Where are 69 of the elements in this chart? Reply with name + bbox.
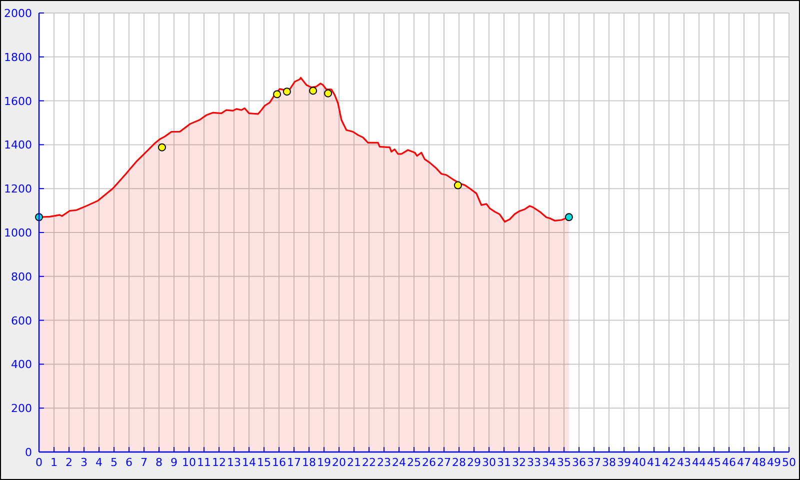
- y-tick-label: 1000: [4, 226, 32, 240]
- x-tick-label: 23: [377, 456, 391, 469]
- y-tick-label: 800: [11, 270, 32, 284]
- point: [309, 86, 318, 95]
- x-tick-label: 25: [407, 456, 421, 469]
- x-tick-label: 49: [767, 456, 781, 469]
- x-tick-label: 22: [362, 456, 376, 469]
- y-tick-label: 2000: [4, 7, 32, 20]
- y-tick-label: 200: [11, 402, 32, 416]
- x-tick-label: 34: [542, 456, 556, 469]
- point: [158, 143, 166, 152]
- x-tick-label: 9: [170, 456, 178, 469]
- y-tick-label: 1600: [4, 94, 32, 108]
- x-tick-label: 11: [197, 456, 211, 469]
- x-tick-label: 13: [227, 456, 241, 469]
- x-tick-label: 17: [287, 456, 301, 469]
- y-tick-label: 1800: [4, 50, 32, 64]
- point: [324, 89, 332, 98]
- x-tick-label: 33: [527, 456, 541, 469]
- x-tick-label: 5: [110, 456, 118, 469]
- x-tick-label: 29: [467, 456, 481, 469]
- x-tick-label: 31: [497, 456, 511, 469]
- x-tick-label: 47: [737, 456, 751, 469]
- x-tick-label: 26: [422, 456, 436, 469]
- x-tick-label: 24: [392, 456, 406, 469]
- x-tick-label: 18: [302, 456, 316, 469]
- x-tick-label: 39: [617, 456, 631, 469]
- x-tick-label: 50: [782, 456, 796, 469]
- point: [273, 90, 282, 98]
- x-tick-label: 19: [317, 456, 331, 469]
- point: [282, 88, 291, 96]
- x-tick-label: 40: [632, 456, 646, 469]
- x-tick-label: 41: [647, 456, 661, 469]
- x-tick-label: 10: [182, 456, 196, 469]
- x-tick-label: 3: [80, 456, 88, 469]
- y-tick-label: 0: [25, 446, 32, 459]
- x-tick-label: 42: [662, 456, 676, 469]
- y-tick-label: 1400: [4, 138, 32, 152]
- x-tick-label: 36: [572, 456, 586, 469]
- x-tick-label: 44: [692, 456, 706, 469]
- point: [454, 181, 462, 190]
- x-tick-label: 16: [272, 456, 286, 469]
- y-tick-label: 400: [11, 358, 32, 372]
- y-tick-label: 600: [11, 314, 32, 328]
- x-tick-label: 32: [512, 456, 526, 469]
- x-tick-label: 12: [212, 456, 226, 469]
- x-tick-label: 28: [452, 456, 466, 469]
- x-tick-label: 21: [347, 456, 361, 469]
- x-tick-label: 20: [332, 456, 346, 469]
- x-tick-label: 4: [96, 456, 102, 469]
- x-tick-label: 35: [557, 456, 571, 469]
- x-tick-label: 2: [66, 456, 72, 469]
- x-tick-label: 7: [140, 456, 148, 469]
- x-tick-label: 27: [437, 456, 451, 469]
- x-tick-label: 43: [677, 456, 691, 469]
- x-tick-label: 14: [242, 456, 256, 469]
- x-tick-label: 8: [156, 456, 162, 469]
- x-tick-label: 15: [257, 456, 271, 469]
- x-tick-label: 6: [126, 456, 132, 469]
- y-tick-label: 1200: [4, 182, 32, 196]
- x-tick-label: 0: [36, 456, 42, 469]
- x-tick-label: 37: [587, 456, 601, 469]
- point: [564, 213, 573, 222]
- x-tick-label: 48: [752, 456, 766, 469]
- x-tick-label: 46: [722, 456, 736, 469]
- x-tick-label: 38: [602, 456, 616, 469]
- x-tick-label: 30: [482, 456, 496, 469]
- x-tick-label: 45: [707, 456, 721, 469]
- x-tick-label: 1: [50, 456, 58, 469]
